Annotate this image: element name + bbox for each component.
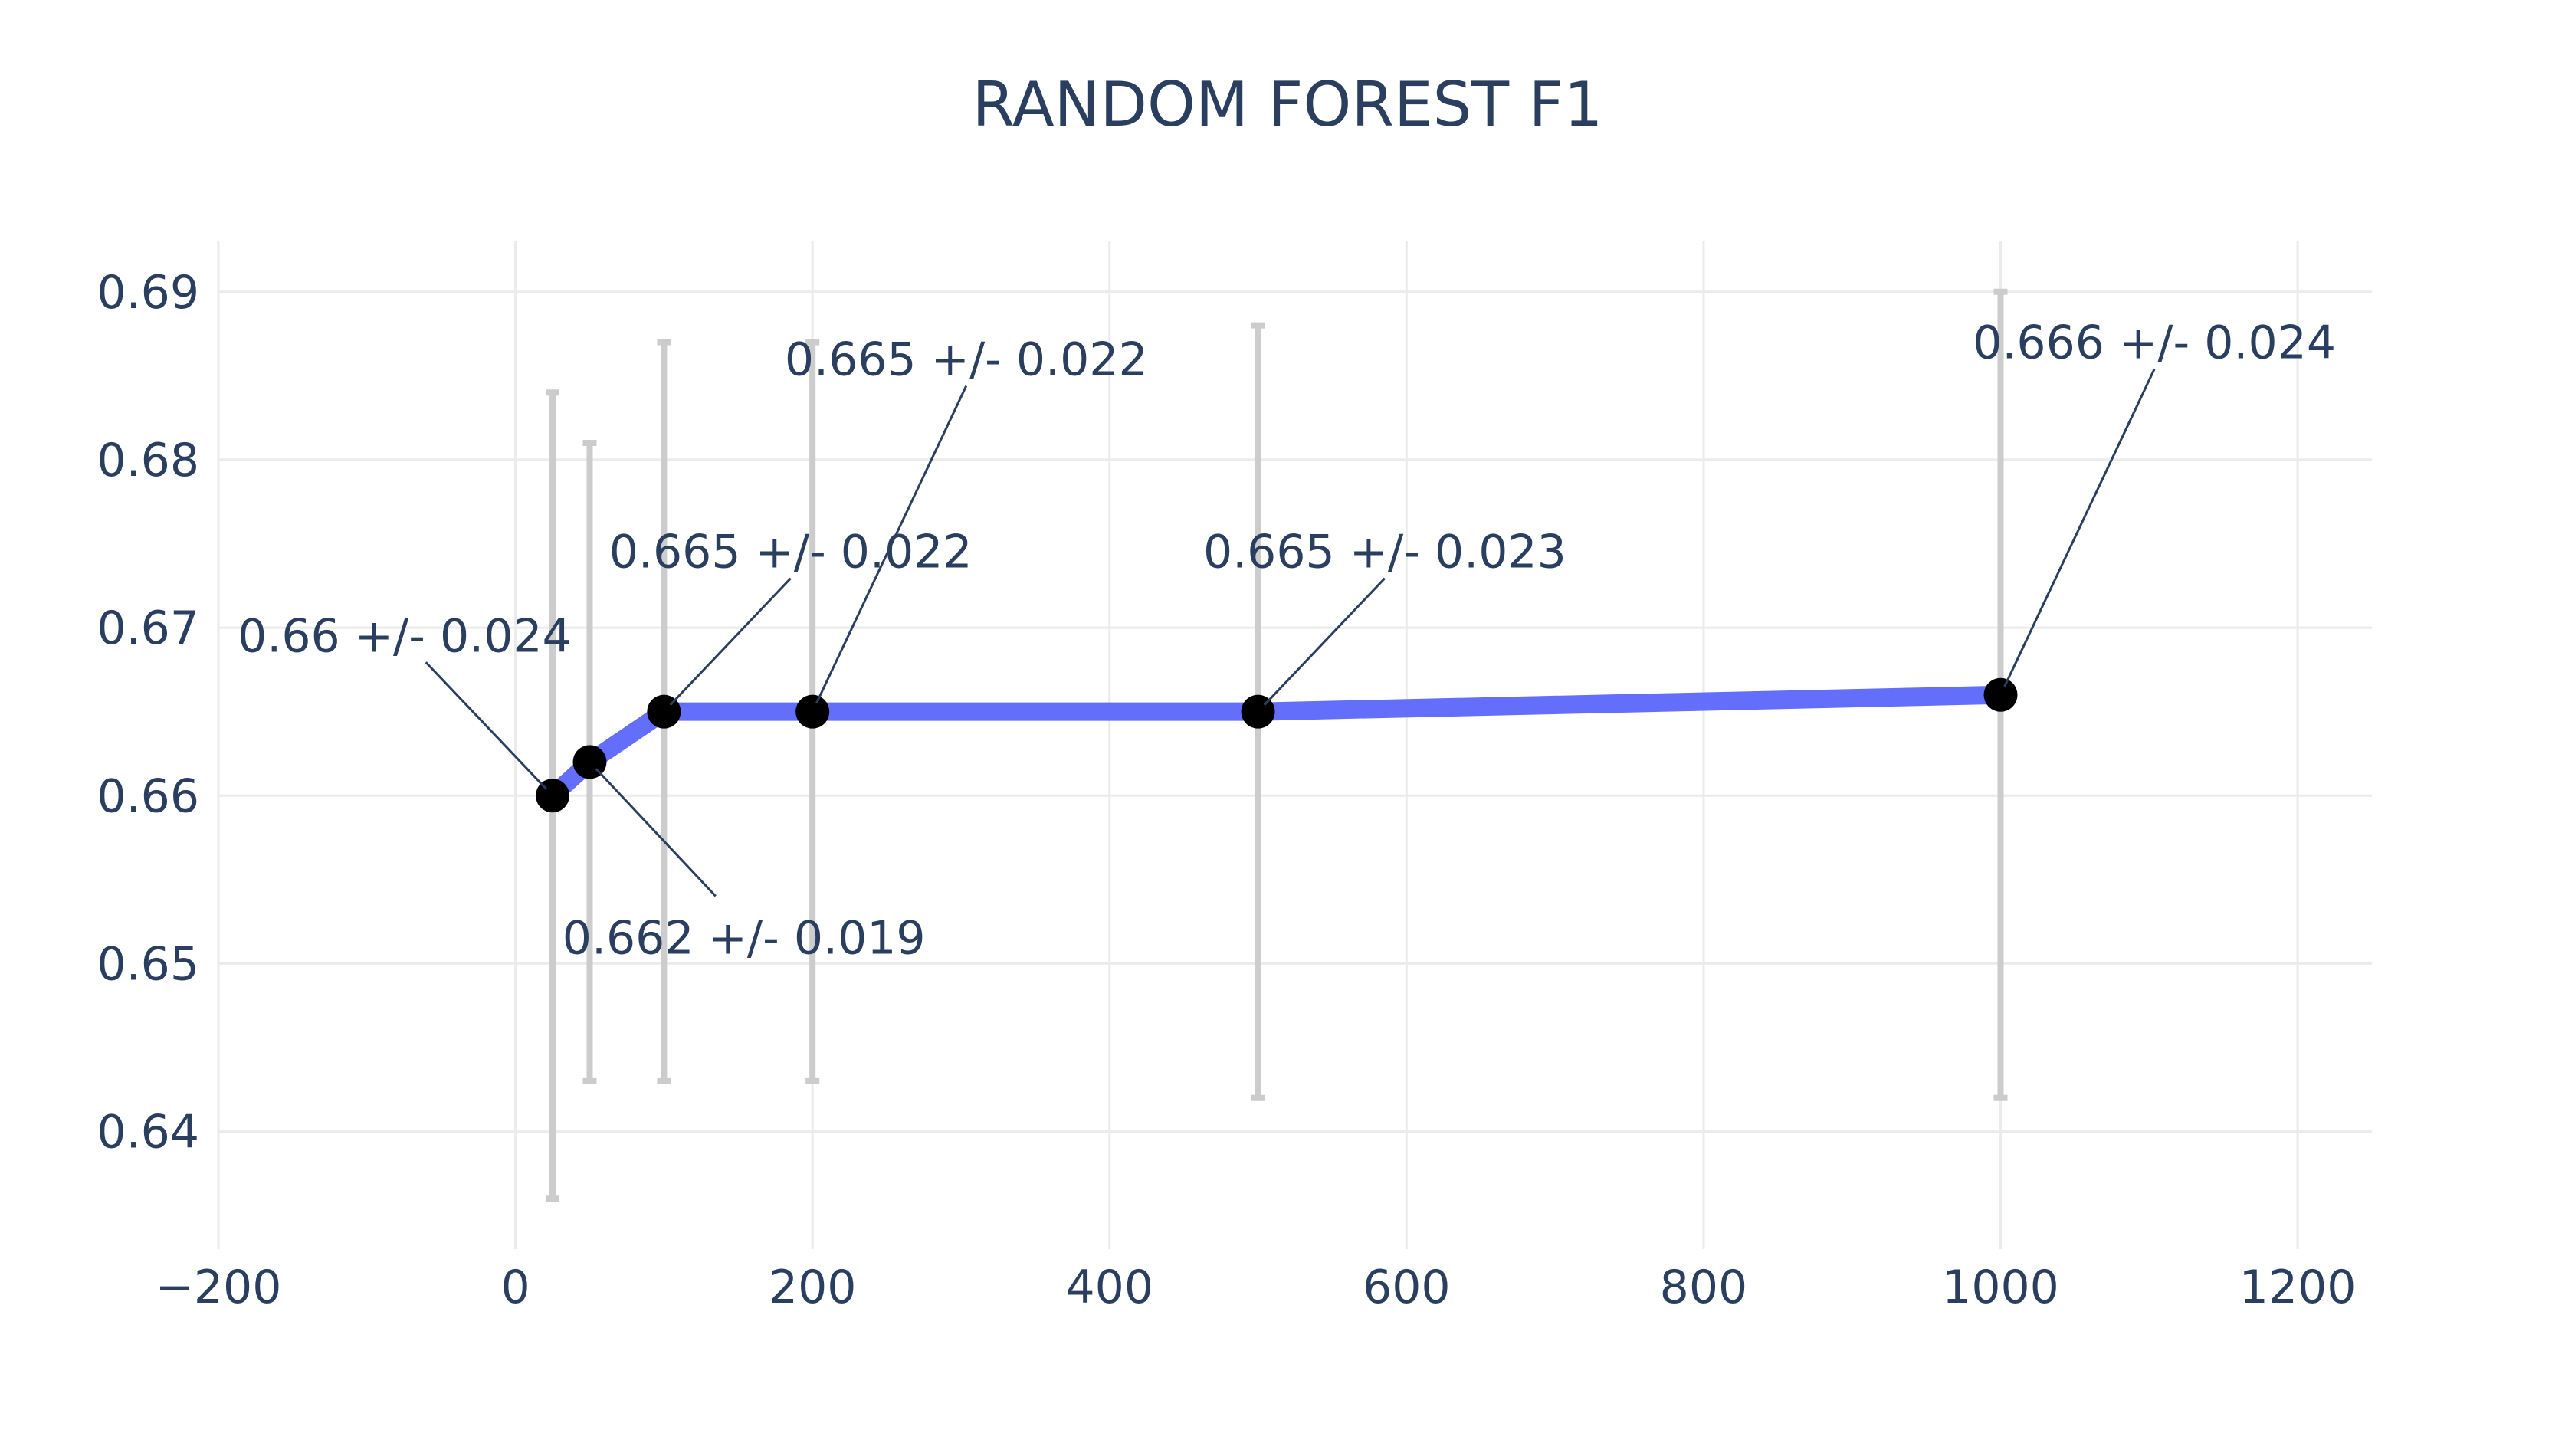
- annotations: 0.66 +/- 0.024 0.662 +/- 0.019 0.665 +/- 0…: [238, 316, 2336, 966]
- y-tick-label: 0.66: [97, 769, 199, 823]
- x-tick-label: 1000: [1942, 1261, 2059, 1314]
- chart-title: RANDOM FOREST F1: [972, 69, 1602, 140]
- data-point: [795, 694, 830, 729]
- annotation-label: 0.665 +/- 0.023: [1203, 526, 1566, 579]
- annotation-arrow: [815, 385, 968, 704]
- grid-layer: [217, 241, 2372, 1249]
- x-tick-label: 400: [1065, 1261, 1153, 1314]
- y-axis-ticks: 0.64 0.65 0.66 0.67 0.68 0.69: [97, 266, 199, 1159]
- x-axis-ticks: −200 0 200 400 600 800 1000 1200: [156, 1261, 2357, 1314]
- x-tick-label: 600: [1363, 1261, 1451, 1314]
- x-tick-label: 1200: [2239, 1261, 2357, 1314]
- y-tick-label: 0.65: [97, 937, 199, 991]
- x-tick-label: 0: [500, 1261, 530, 1314]
- y-tick-label: 0.64: [97, 1106, 199, 1159]
- y-tick-label: 0.67: [97, 602, 199, 655]
- y-tick-label: 0.69: [97, 266, 199, 320]
- annotation-label: 0.662 +/- 0.019: [563, 911, 926, 965]
- x-tick-label: 200: [769, 1261, 857, 1314]
- annotation-label: 0.665 +/- 0.022: [609, 526, 973, 579]
- x-tick-label: −200: [156, 1261, 282, 1314]
- annotation-arrow: [1263, 577, 1386, 706]
- annotation-label: 0.66 +/- 0.024: [238, 609, 572, 663]
- annotation-arrow: [2003, 369, 2156, 687]
- annotation-arrow: [669, 577, 792, 706]
- x-tick-label: 800: [1660, 1261, 1748, 1314]
- annotation-arrow: [425, 661, 547, 790]
- error-bars: [546, 288, 2008, 1202]
- data-point: [1983, 677, 2018, 712]
- annotation-label: 0.666 +/- 0.024: [1973, 316, 2336, 370]
- series-line: [546, 685, 2001, 803]
- y-tick-label: 0.68: [97, 434, 199, 487]
- annotation-arrow: [595, 768, 717, 897]
- series-line-layer: [546, 685, 2001, 803]
- annotation-label: 0.665 +/- 0.022: [785, 333, 1148, 387]
